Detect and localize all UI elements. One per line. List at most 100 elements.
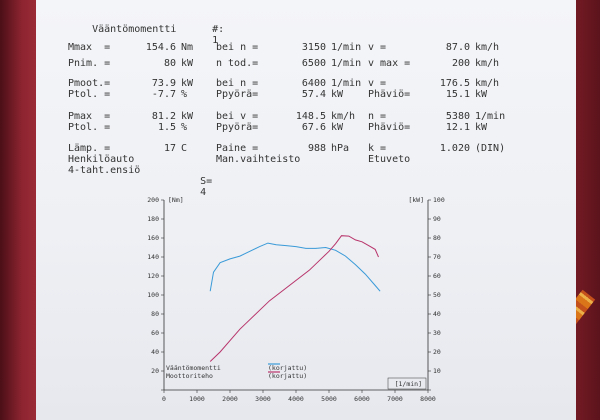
measure-unit: kW [475,89,488,100]
measure-label: v = [368,78,387,89]
vehicle-type: Henkilöauto [68,154,135,165]
s-label: S= [200,176,213,187]
report-number: #: 1 [188,13,224,57]
right-tick-label: 100 [433,196,445,204]
measure-label: Ppyörä= [216,122,259,133]
measure-unit: 1/min [331,42,362,53]
report-title: Vääntömomentti [68,13,176,46]
report-number-value: 1 [212,35,219,46]
legend-series-name: Vääntömomentti [166,364,221,372]
measure-label: bei v = [216,111,259,122]
right-tick-label: 40 [433,310,441,318]
right-tick-label: 60 [433,272,441,280]
measure-value: 6400 [301,78,326,89]
measure-unit: km/h [475,78,500,89]
measure-value: 73.9 [151,78,176,89]
left-tick-label: 60 [151,329,159,337]
dyno-report-sheet: Vääntömomentti #: 1 Mmax = 154.6 Nm bei n =… [36,0,576,420]
right-tick-label: 50 [433,291,441,299]
gearbox-type: Man.vaihteisto [216,154,301,165]
measure-value: 6500 [301,58,326,69]
dyno-chart: 20 40 60 80 100 120 140 160 180 200 10 20 30 40 50 60 70… [147,196,445,403]
measure-label: Pmax = [68,111,111,122]
right-tick-label: 80 [433,234,441,242]
measure-value: 148.5 [295,111,326,122]
measure-label: v max = [368,58,411,69]
measure-value: 17 [163,143,176,154]
measure-value: 81.2 [151,111,176,122]
measure-label: bei n = [216,42,259,53]
measure-value: 5380 [445,111,470,122]
left-tick-label: 160 [147,234,159,242]
right-tick-label: 70 [433,253,441,261]
measure-value: 988 [307,143,326,154]
right-tick-label: 90 [433,215,441,223]
left-tick-label: 200 [147,196,159,204]
report-title-text: Vääntömomentti [92,24,177,35]
left-tick-label: 80 [151,310,159,318]
folder-frame-left [0,0,36,420]
x-tick-label: 6000 [354,395,370,403]
measure-unit: C [181,143,188,154]
x-tick-label: 7000 [387,395,403,403]
measure-value: 3150 [301,42,326,53]
measure-value: 57.4 [301,89,326,100]
measure-unit: km/h [331,111,356,122]
legend-series-name: Moottoriteho [166,372,213,380]
x-tick-label: 0 [162,395,166,403]
measure-label: bei n = [216,78,259,89]
measure-label: Pnim. = [68,58,111,69]
legend-series-note: (korjattu) [268,372,307,380]
measure-label: v = [368,42,387,53]
left-tick-label: 140 [147,253,159,261]
measure-value: 1.020 [439,143,470,154]
measure-unit: 1/min [331,58,362,69]
measure-label: Pmoot.= [68,78,111,89]
left-tick-label: 20 [151,367,159,375]
measure-unit: hPa [331,143,350,154]
measure-unit: 1/min [475,111,506,122]
measure-unit: kW [181,111,194,122]
left-tick-label: 180 [147,215,159,223]
measure-unit: kW [475,122,488,133]
left-axis-label: [Nm] [168,196,184,204]
x-tick-label: 3000 [255,395,271,403]
measure-unit: % [181,122,188,133]
right-tick-label: 20 [433,348,441,356]
measure-value: 80 [163,58,176,69]
measure-value: 87.0 [445,42,470,53]
measure-label: k = [368,143,387,154]
s-value: S= 4 [176,165,212,209]
measure-value: 154.6 [145,42,176,53]
right-tick-label: 10 [433,367,441,375]
measure-unit: km/h [475,42,500,53]
drive-type: Etuveto [368,154,411,165]
x-tick-label: 1000 [189,395,205,403]
legend-series-note: (korjattu) [268,364,307,372]
measure-label: Lämp. = [68,143,111,154]
measure-unit: km/h [475,58,500,69]
x-tick-label: 2000 [222,395,238,403]
measure-unit: (DIN) [475,143,506,154]
right-tick-label: 30 [433,329,441,337]
x-tick-label: 8000 [420,395,436,403]
measure-value: 1.5 [157,122,176,133]
measure-label: Mmax = [68,42,111,53]
right-axis-label: [kW] [408,196,424,204]
measure-label: Ppyörä= [216,89,259,100]
measure-unit: Nm [181,42,194,53]
measure-label: Phäviö= [368,89,411,100]
left-tick-label: 120 [147,272,159,280]
measure-label: Paine = [216,143,259,154]
measure-value: 200 [451,58,470,69]
measure-unit: % [181,89,188,100]
measure-label: Ptol. = [68,89,111,100]
measure-label: Phäviö= [368,122,411,133]
x-axis-label: [1/min] [395,380,422,388]
power-series-line [209,235,379,362]
torque-series-line [209,242,381,292]
measure-unit: kW [181,58,194,69]
x-axis-label-box [387,377,427,390]
left-tick-label: 40 [151,348,159,356]
measure-value: 176.5 [439,78,470,89]
